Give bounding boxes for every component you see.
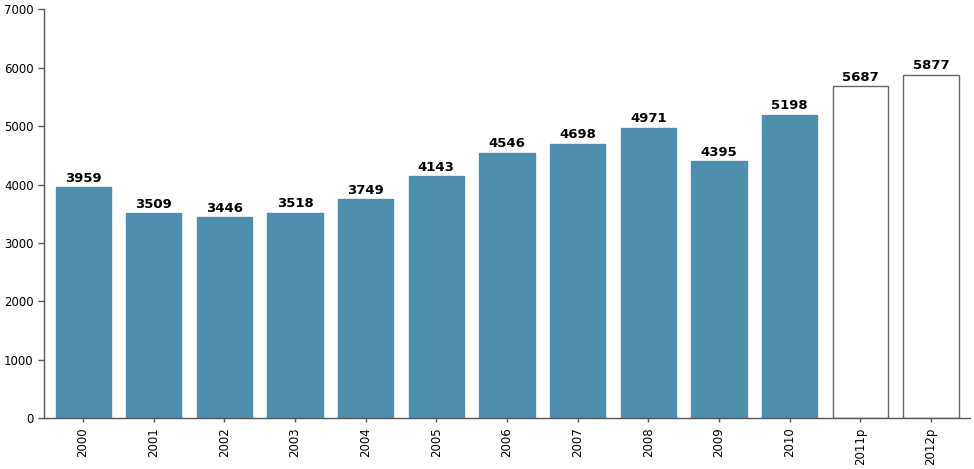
Text: 4143: 4143 <box>418 161 455 174</box>
Text: 3509: 3509 <box>135 198 172 211</box>
Text: 4546: 4546 <box>489 137 525 150</box>
Bar <box>692 161 746 418</box>
Bar <box>409 176 464 418</box>
Text: 4971: 4971 <box>630 113 666 125</box>
Text: 3518: 3518 <box>277 197 314 211</box>
Text: 5687: 5687 <box>842 71 879 83</box>
Bar <box>762 114 817 418</box>
Bar <box>127 213 181 418</box>
Text: 4395: 4395 <box>700 146 737 159</box>
Bar <box>268 213 322 418</box>
Bar <box>479 152 535 418</box>
Text: 5198: 5198 <box>771 99 808 112</box>
Text: 5877: 5877 <box>913 60 950 73</box>
Bar <box>338 199 393 418</box>
Text: 3446: 3446 <box>206 202 243 215</box>
Text: 4698: 4698 <box>559 129 596 142</box>
Bar <box>197 217 252 418</box>
Bar <box>550 144 605 418</box>
Bar <box>833 86 888 418</box>
Text: 3959: 3959 <box>64 172 101 185</box>
Text: 3749: 3749 <box>348 184 384 197</box>
Bar <box>56 187 111 418</box>
Bar <box>904 75 958 418</box>
Bar <box>620 128 676 418</box>
